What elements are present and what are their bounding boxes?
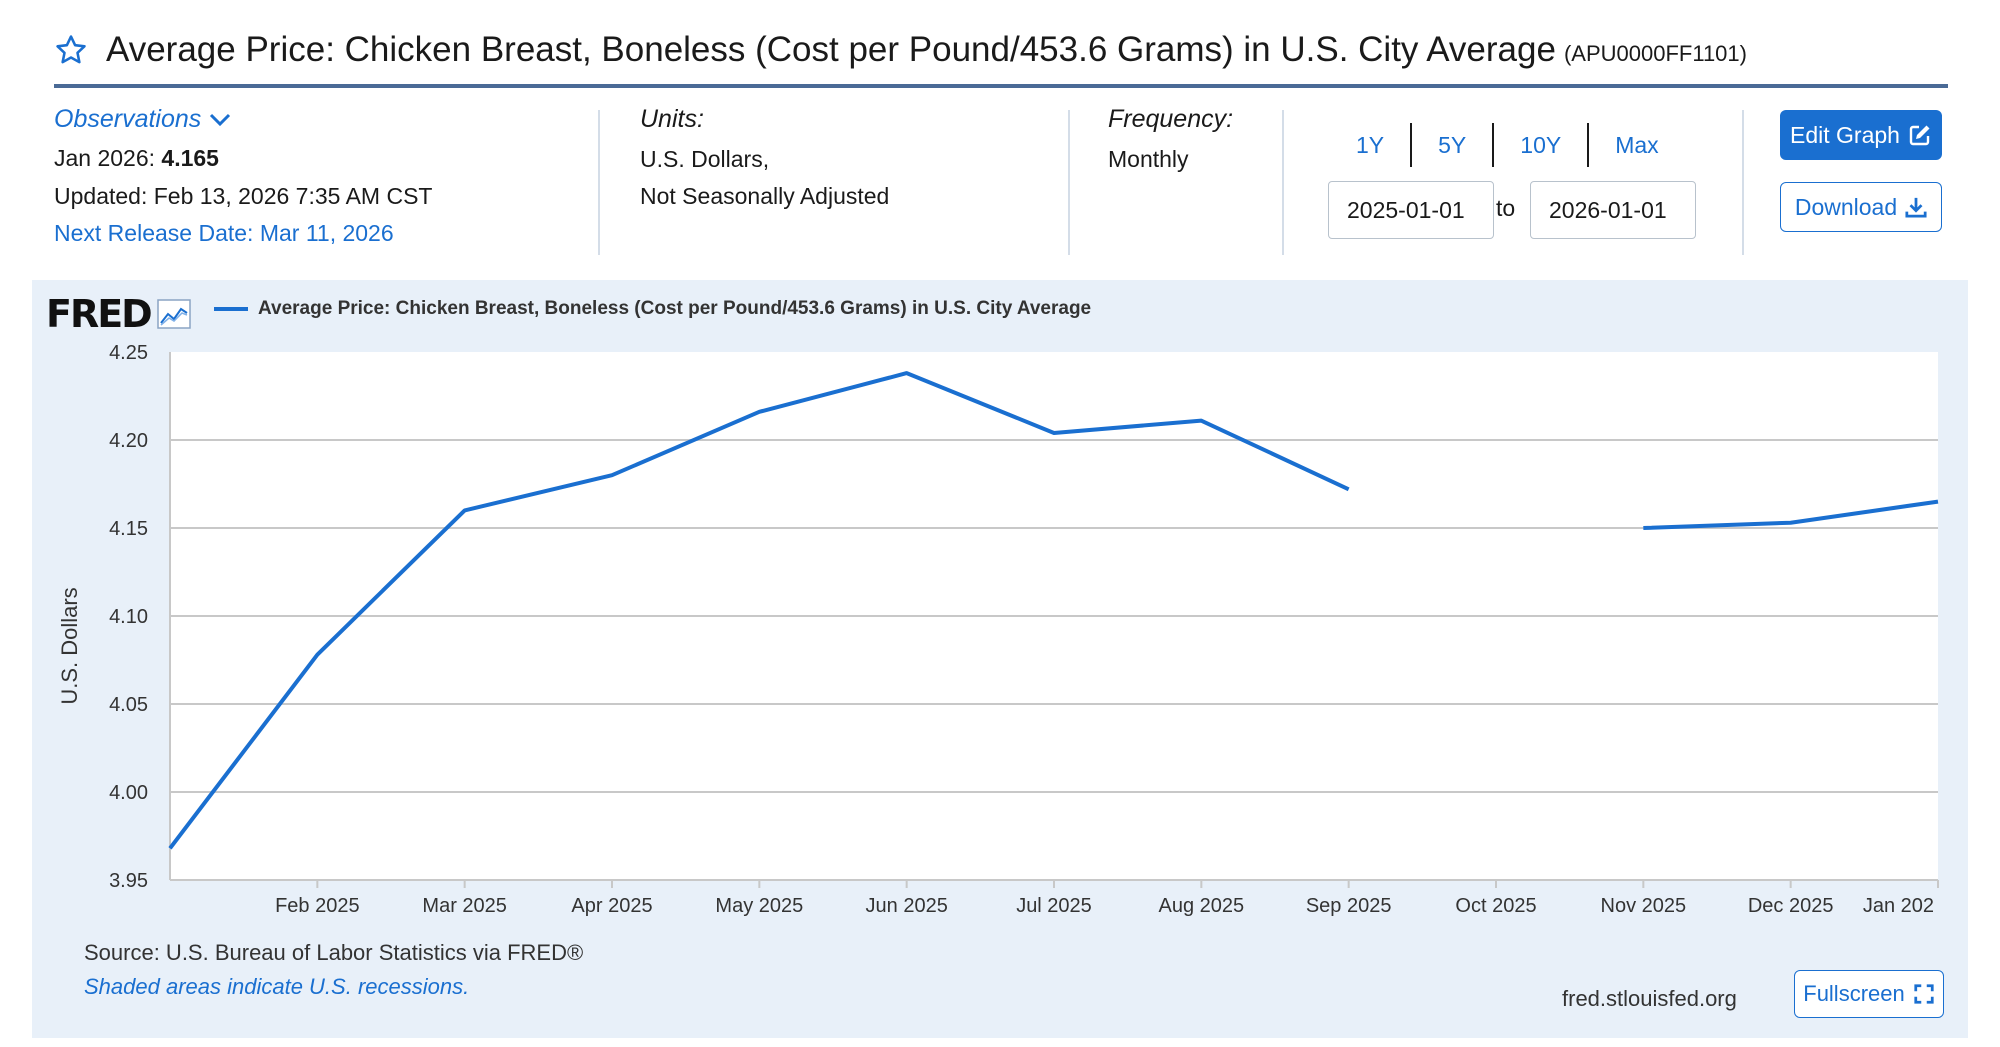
observations-label: Observations: [54, 105, 202, 133]
fred-logo-text: FRED: [46, 292, 153, 336]
y-tick-label: 4.10: [109, 606, 148, 628]
frequency-value: Monthly: [1108, 146, 1189, 172]
edit-graph-label: Edit Graph: [1790, 121, 1900, 148]
chevron-down-icon: [209, 113, 231, 127]
x-tick-label: Oct 2025: [1455, 895, 1536, 917]
x-tick-label: Dec 2025: [1748, 895, 1834, 917]
x-tick-label: Feb 2025: [275, 895, 360, 917]
latest-observation: Jan 2026: 4.165: [54, 145, 594, 172]
range-5y-button[interactable]: 5Y: [1438, 131, 1467, 158]
y-tick-label: 4.00: [109, 782, 148, 804]
fullscreen-icon: [1913, 983, 1935, 1005]
latest-observation-date: Jan 2026:: [54, 145, 156, 171]
y-tick-label: 4.25: [109, 342, 148, 364]
x-tick-label: Apr 2025: [571, 895, 652, 917]
download-icon: [1905, 196, 1927, 218]
y-tick-label: 4.20: [109, 430, 148, 452]
series-title: Average Price: Chicken Breast, Boneless …: [106, 30, 1556, 69]
date-range-buttons: 1Y 5Y 10Y Max: [1330, 122, 1685, 168]
fullscreen-button[interactable]: Fullscreen: [1794, 970, 1944, 1018]
x-tick-label: Nov 2025: [1601, 895, 1687, 917]
x-tick-label: Sep 2025: [1306, 895, 1392, 917]
latest-observation-value: 4.165: [161, 145, 219, 171]
observations-toggle[interactable]: Observations: [54, 105, 594, 134]
frequency-label: Frequency:: [1108, 105, 1234, 133]
observations-panel: Observations Jan 2026: 4.165 Updated: Fe…: [54, 105, 594, 255]
range-1y-button[interactable]: 1Y: [1356, 131, 1385, 158]
units-value-line1: U.S. Dollars,: [640, 146, 770, 172]
series-line: [1643, 499, 1939, 530]
series-line: [168, 371, 1350, 850]
chart-panel: 4.25 4.20 4.15 4.10 4.05 4.00 3.95 Feb 2025 Mar …: [32, 280, 1968, 1038]
legend-swatch: [214, 307, 248, 311]
edit-graph-button[interactable]: Edit Graph: [1780, 110, 1942, 160]
y-axis-label: U.S. Dollars: [57, 587, 82, 704]
legend-label: Average Price: Chicken Breast, Boneless …: [258, 298, 1092, 319]
range-10y-button[interactable]: 10Y: [1520, 131, 1562, 158]
units-panel: Units: U.S. Dollars, Not Seasonally Adju…: [640, 105, 1040, 255]
meta-divider: [1068, 110, 1070, 255]
x-tick-label: Aug 2025: [1159, 895, 1245, 917]
fred-site-url: fred.stlouisfed.org: [1562, 986, 1737, 1011]
fullscreen-label: Fullscreen: [1803, 981, 1905, 1006]
y-tick-label: 4.15: [109, 518, 148, 540]
download-label: Download: [1794, 193, 1898, 220]
edit-icon: [1908, 123, 1932, 147]
title-divider: [54, 84, 1948, 88]
x-tick-label: May 2025: [715, 895, 803, 917]
x-tick-label: Jun 2025: [866, 895, 948, 917]
range-separator: [1587, 123, 1590, 167]
range-separator: [1492, 123, 1495, 167]
x-tick-label: Jul 2025: [1016, 895, 1092, 917]
download-button[interactable]: Download: [1780, 182, 1942, 232]
x-tick-label: Mar 2025: [422, 895, 507, 917]
star-icon[interactable]: [52, 31, 90, 69]
meta-divider: [598, 110, 600, 255]
meta-divider: [1282, 110, 1284, 255]
recession-note: Shaded areas indicate U.S. recessions.: [84, 974, 470, 999]
fred-logo: FRED: [46, 292, 191, 336]
y-tick-label: 3.95: [109, 870, 148, 892]
x-tick-label: Jan 202: [1863, 895, 1934, 917]
frequency-panel: Frequency: Monthly: [1108, 105, 1268, 255]
range-max-button[interactable]: Max: [1615, 131, 1659, 158]
chart-legend: Average Price: Chicken Breast, Boneless …: [214, 298, 1091, 320]
y-tick-label: 4.05: [109, 694, 148, 716]
source-note: Source: U.S. Bureau of Labor Statistics …: [84, 940, 584, 965]
end-date-input[interactable]: [1530, 181, 1696, 239]
units-label: Units:: [640, 105, 704, 133]
date-to-label: to: [1496, 195, 1516, 221]
range-separator: [1410, 123, 1413, 167]
line-chart: 4.25 4.20 4.15 4.10 4.05 4.00 3.95 Feb 2025 Mar …: [57, 342, 1939, 917]
units-value-line2: Not Seasonally Adjusted: [640, 183, 890, 209]
updated-timestamp: Updated: Feb 13, 2026 7:35 AM CST: [54, 183, 433, 209]
meta-divider: [1742, 110, 1744, 255]
series-id: (APU0000FF1101): [1563, 41, 1747, 66]
next-release-link[interactable]: Next Release Date: Mar 11, 2026: [54, 220, 394, 246]
title-row: Average Price: Chicken Breast, Boneless …: [52, 22, 1952, 78]
start-date-input[interactable]: [1328, 181, 1494, 239]
line-chart-icon: [156, 299, 191, 329]
